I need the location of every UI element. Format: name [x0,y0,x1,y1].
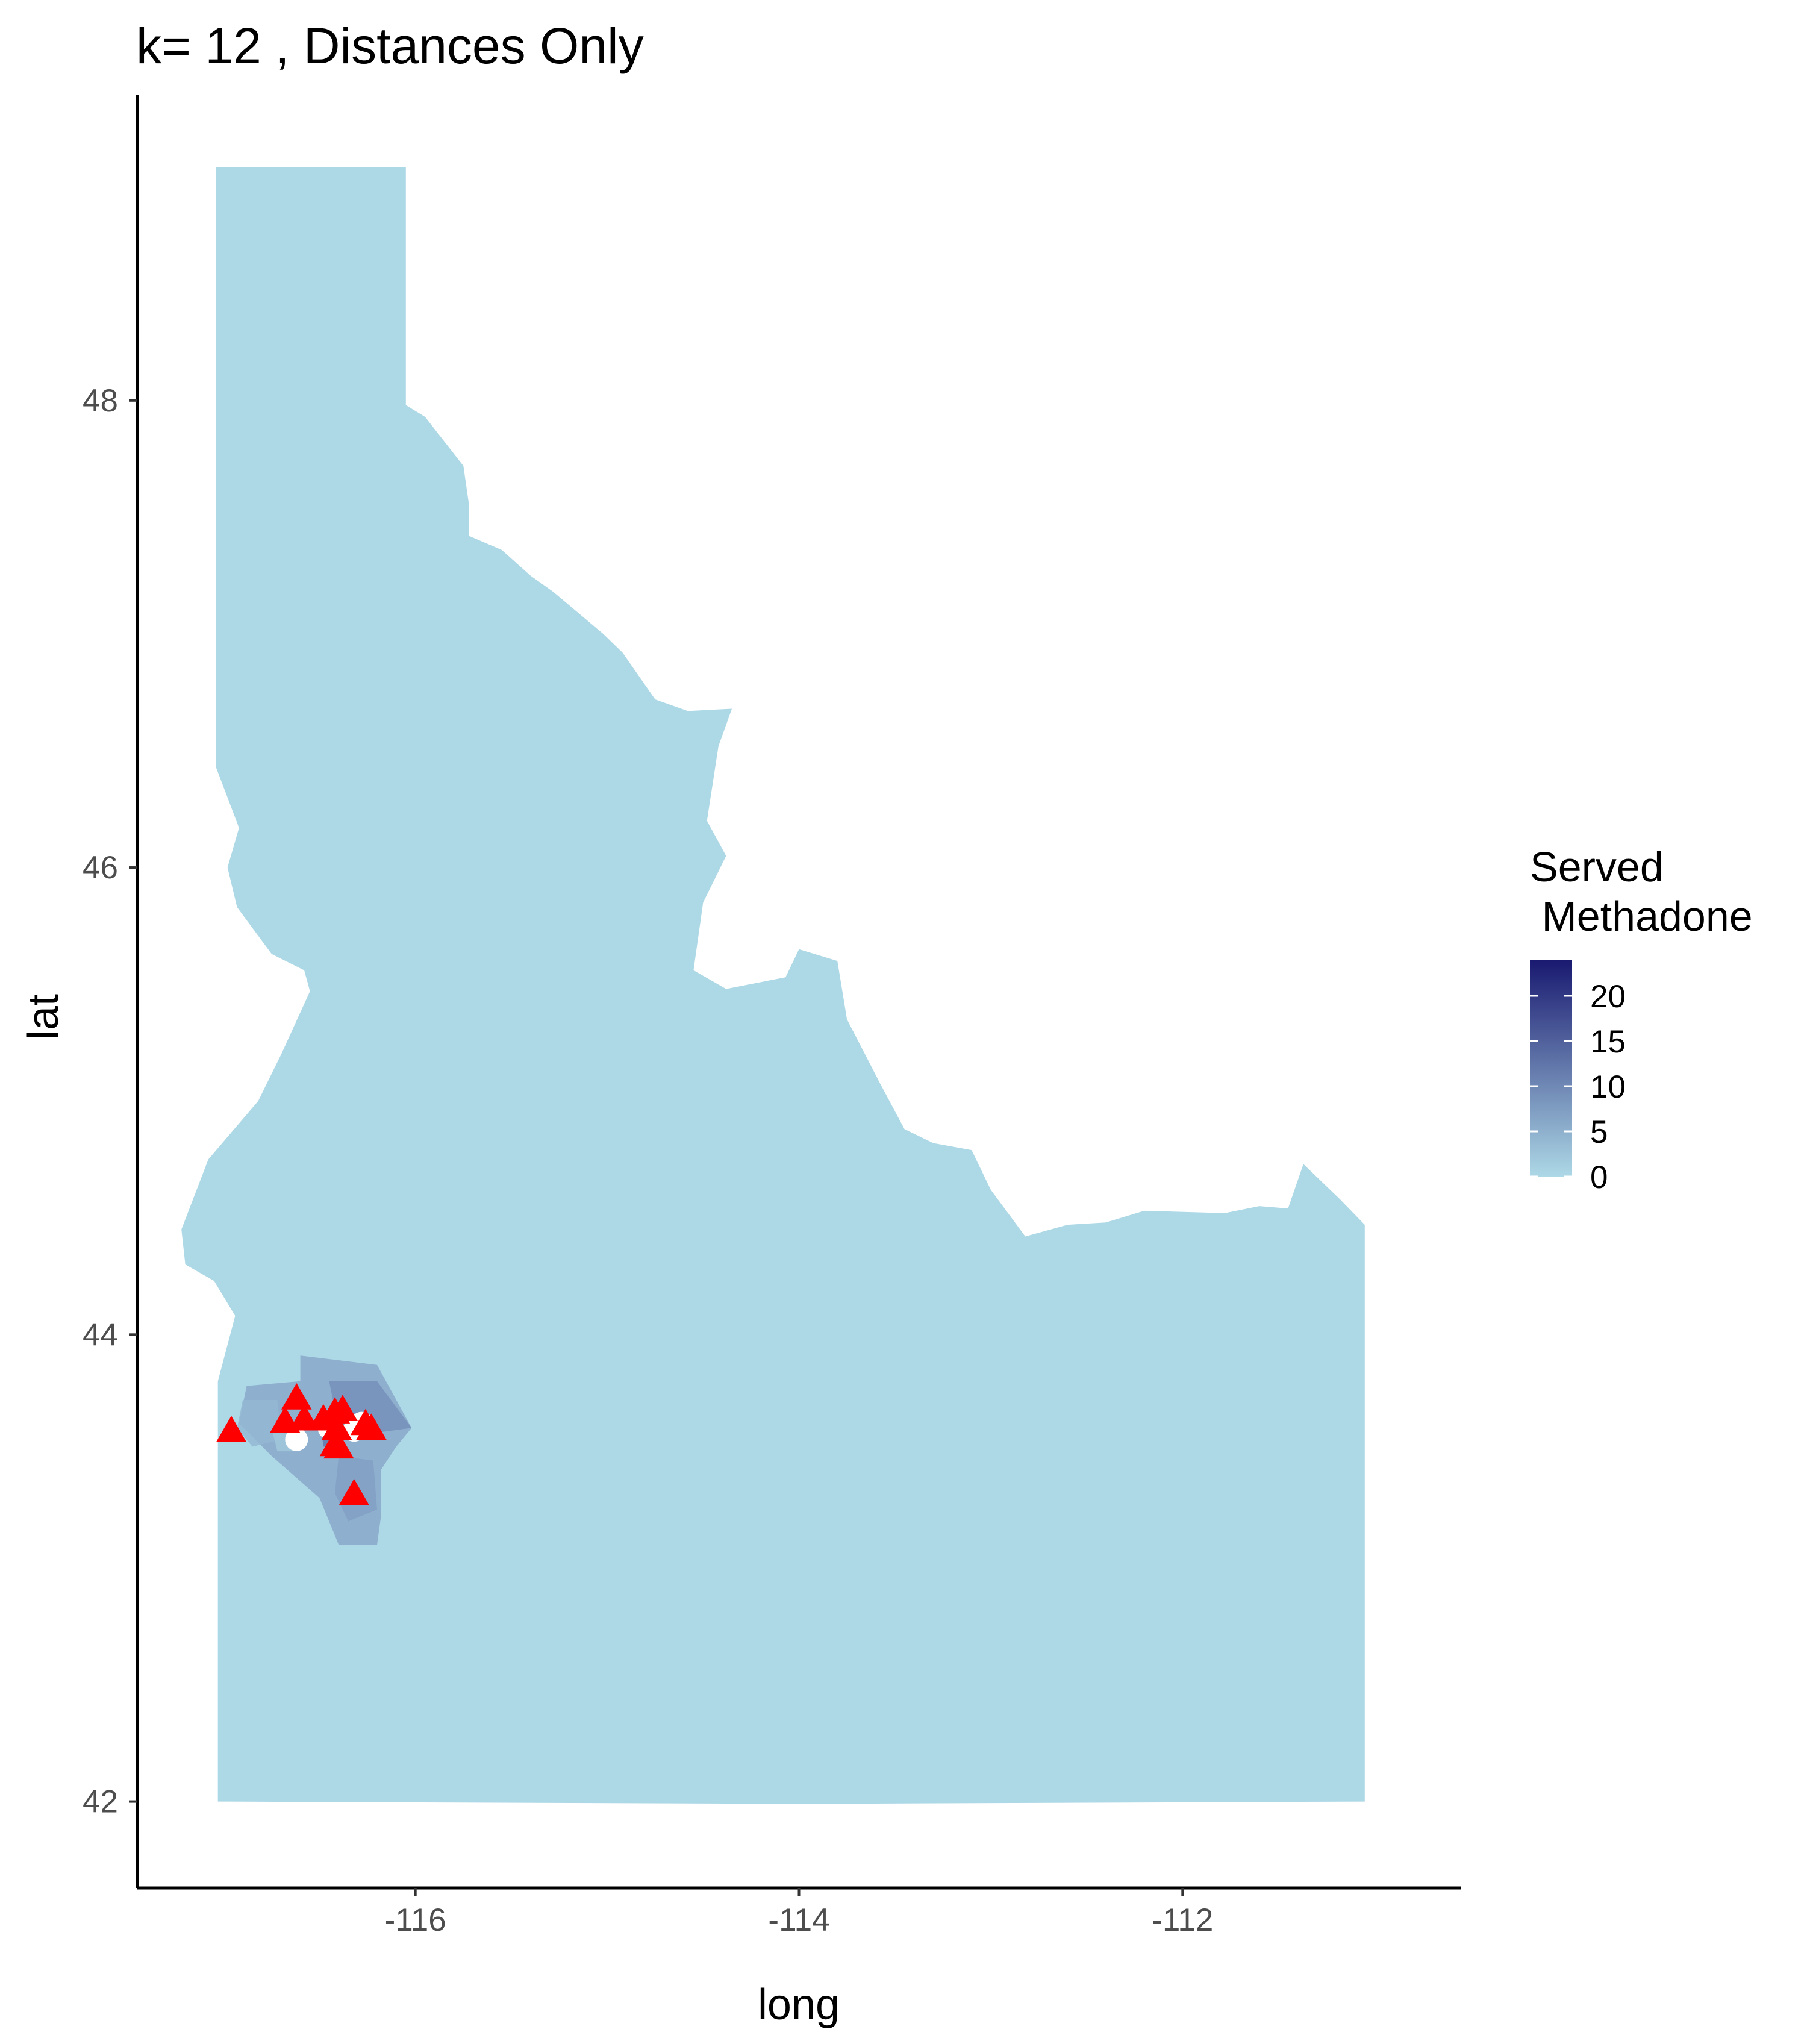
legend: Served Methadone 0 5 10 15 20 [1530,843,1753,1195]
y-tick-label-1: 42 [83,1784,118,1820]
served-county-region-3 [237,1399,281,1447]
y-tick-label-2: 44 [83,1317,118,1352]
red-triangle-marker-10 [323,1432,354,1459]
legend-label-5: 20 [1590,979,1626,1014]
y-tick-label-4: 48 [83,383,118,419]
x-axis-title: long [758,1981,840,2029]
legend-label-3: 10 [1590,1069,1626,1105]
axes: -116 -114 -112 42 44 46 48 long lat [19,95,1461,2029]
legend-colorbar [1530,960,1572,1177]
legend-label-2: 5 [1590,1114,1608,1150]
red-triangle-marker-1 [216,1416,247,1442]
x-ticks: -116 -114 -112 [385,1888,1213,1938]
x-tick-label-1: -116 [385,1902,446,1938]
red-triangle-marker-4 [289,1404,320,1431]
white-circle-marker-1 [285,1428,308,1451]
red-triangle-marker-12 [356,1413,387,1440]
legend-label-4: 15 [1590,1024,1626,1060]
legend-title-line-2: Methadone [1530,893,1753,940]
red-triangle-marker-7 [327,1395,358,1421]
x-tick-label-3: -112 [1152,1902,1213,1938]
red-triangle-marker-2 [281,1383,312,1410]
y-ticks: 42 44 46 48 [83,383,137,1820]
legend-title-line-1: Served [1530,843,1664,890]
idaho-state-shape [181,167,1365,1804]
x-tick-label-2: -114 [768,1902,829,1938]
red-triangle-marker-8 [321,1413,352,1440]
y-axis-title: lat [19,994,67,1040]
legend-breaks: 0 5 10 15 20 [1530,979,1626,1195]
red-triangle-marker-13 [339,1478,369,1505]
plot-area [181,167,1365,1804]
chart-title: k= 12 , Distances Only [136,17,644,74]
legend-label-1: 0 [1590,1160,1608,1195]
y-tick-label-3: 46 [83,850,118,886]
